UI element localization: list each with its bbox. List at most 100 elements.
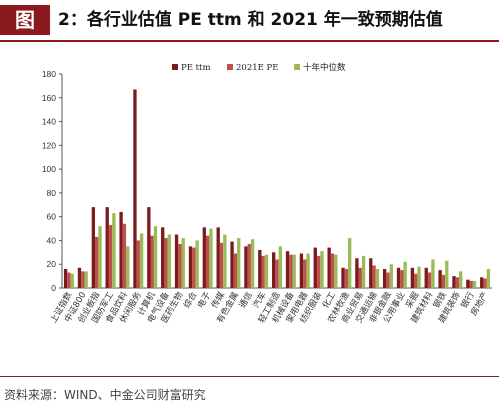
legend-swatch [172,64,178,70]
bar-median [334,254,338,288]
bar-median [306,253,310,288]
bar-pe-ttm [396,267,401,288]
chart-title: 2：各行业估值 PE ttm 和 2021 年一致预期估值 [58,10,443,30]
bar-2021e-pe [178,244,182,288]
bar-median [250,239,255,288]
bar-pe-ttm [424,267,428,288]
bar-pe-ttm [133,89,137,288]
bar-2021e-pe [400,270,404,288]
bar-median [320,251,324,288]
y-tick-label: 120 [42,140,56,150]
bar-median [375,268,380,288]
x-tick-label: 电子 [195,290,213,311]
bar-pe-ttm [119,211,123,288]
bar-pe-ttm [272,252,276,288]
bar-pe-ttm [147,207,151,288]
bar-median [445,260,449,288]
bar-pe-ttm [355,258,359,288]
bar-median [84,271,88,288]
bar-2021e-pe [303,259,307,288]
footer-rule [0,376,499,377]
bar-median [209,228,213,288]
y-tick-label: 40 [47,235,57,245]
legend-label: PE ttm [181,63,211,73]
bar-pe-ttm [369,258,373,288]
bar-median [70,273,74,288]
bar-pe-ttm [161,227,165,288]
bar-2021e-pe [219,242,224,288]
bar-median [389,264,393,288]
bar-median [431,259,435,288]
bar-2021e-pe [150,235,154,288]
bar-pe-ttm [452,276,456,288]
bar-pe-ttm [285,251,290,288]
bar-median [237,238,241,288]
bar-median [195,240,199,288]
bar-2021e-pe [344,268,349,288]
y-tick-label: 60 [47,212,57,222]
bar-2021e-pe [122,223,127,288]
source-note: 资料来源：WIND、中金公司财富研究 [4,388,206,402]
bar-pe-ttm [382,268,387,288]
legend-label: 2021E PE [236,63,278,73]
bar-median [403,261,407,288]
bar-2021e-pe [372,265,376,288]
bar-median [292,254,296,288]
x-tick-label: 通信 [237,290,255,311]
bar-2021e-pe [386,272,390,288]
bar-pe-ttm [91,207,96,288]
header-rule [0,40,499,42]
y-tick-label: 140 [42,117,56,127]
bar-pe-ttm [438,270,442,288]
bar-pe-ttm [105,207,109,288]
bar-2021e-pe [81,271,85,288]
bar-2021e-pe [469,280,473,288]
bar-2021e-pe [136,240,140,288]
bar-pe-ttm [188,246,193,288]
bar-pe-ttm [63,268,68,288]
bar-pe-ttm [299,253,304,288]
bar-chart: 020406080100120140160180上证指数中证800创业板指国防军… [42,62,492,325]
figure-header: 图 2：各行业估值 PE ttm 和 2021 年一致预期估值 [0,0,499,40]
bar-median [348,238,352,288]
bar-2021e-pe [483,278,487,288]
bar-pe-ttm [216,227,220,288]
bar-2021e-pe [67,272,71,288]
bar-2021e-pe [455,277,459,288]
bar-2021e-pe [316,255,321,288]
bar-pe-ttm [244,246,248,288]
bar-2021e-pe [95,236,99,288]
y-tick-label: 20 [47,259,57,269]
bar-median [139,233,144,288]
bar-2021e-pe [289,254,293,288]
y-tick-label: 180 [42,69,56,79]
bar-2021e-pe [192,247,196,288]
bar-pe-ttm [466,279,470,288]
bar-median [417,266,421,288]
bar-median [112,213,116,288]
y-tick-label: 0 [51,283,56,293]
bar-2021e-pe [247,244,251,288]
legend-label: 十年中位数 [303,62,346,73]
y-tick-label: 80 [47,188,57,198]
legend-swatch [227,64,233,70]
bar-median [486,268,491,288]
bar-pe-ttm [77,267,82,288]
x-tick-label: 综合 [181,290,199,311]
bar-median [126,246,130,288]
bar-pe-ttm [202,227,206,288]
bar-2021e-pe [275,259,279,288]
bar-pe-ttm [313,247,317,288]
bar-pe-ttm [341,267,345,288]
figure-badge: 图 [0,5,50,35]
bar-pe-ttm [480,277,484,288]
bar-2021e-pe [330,253,335,288]
bar-median [167,234,172,288]
bar-median [278,246,282,288]
bar-pe-ttm [258,249,262,288]
y-tick-label: 160 [42,93,56,103]
bar-pe-ttm [230,241,234,288]
bar-2021e-pe [427,272,432,288]
bar-2021e-pe [205,235,210,288]
bar-2021e-pe [108,224,113,288]
